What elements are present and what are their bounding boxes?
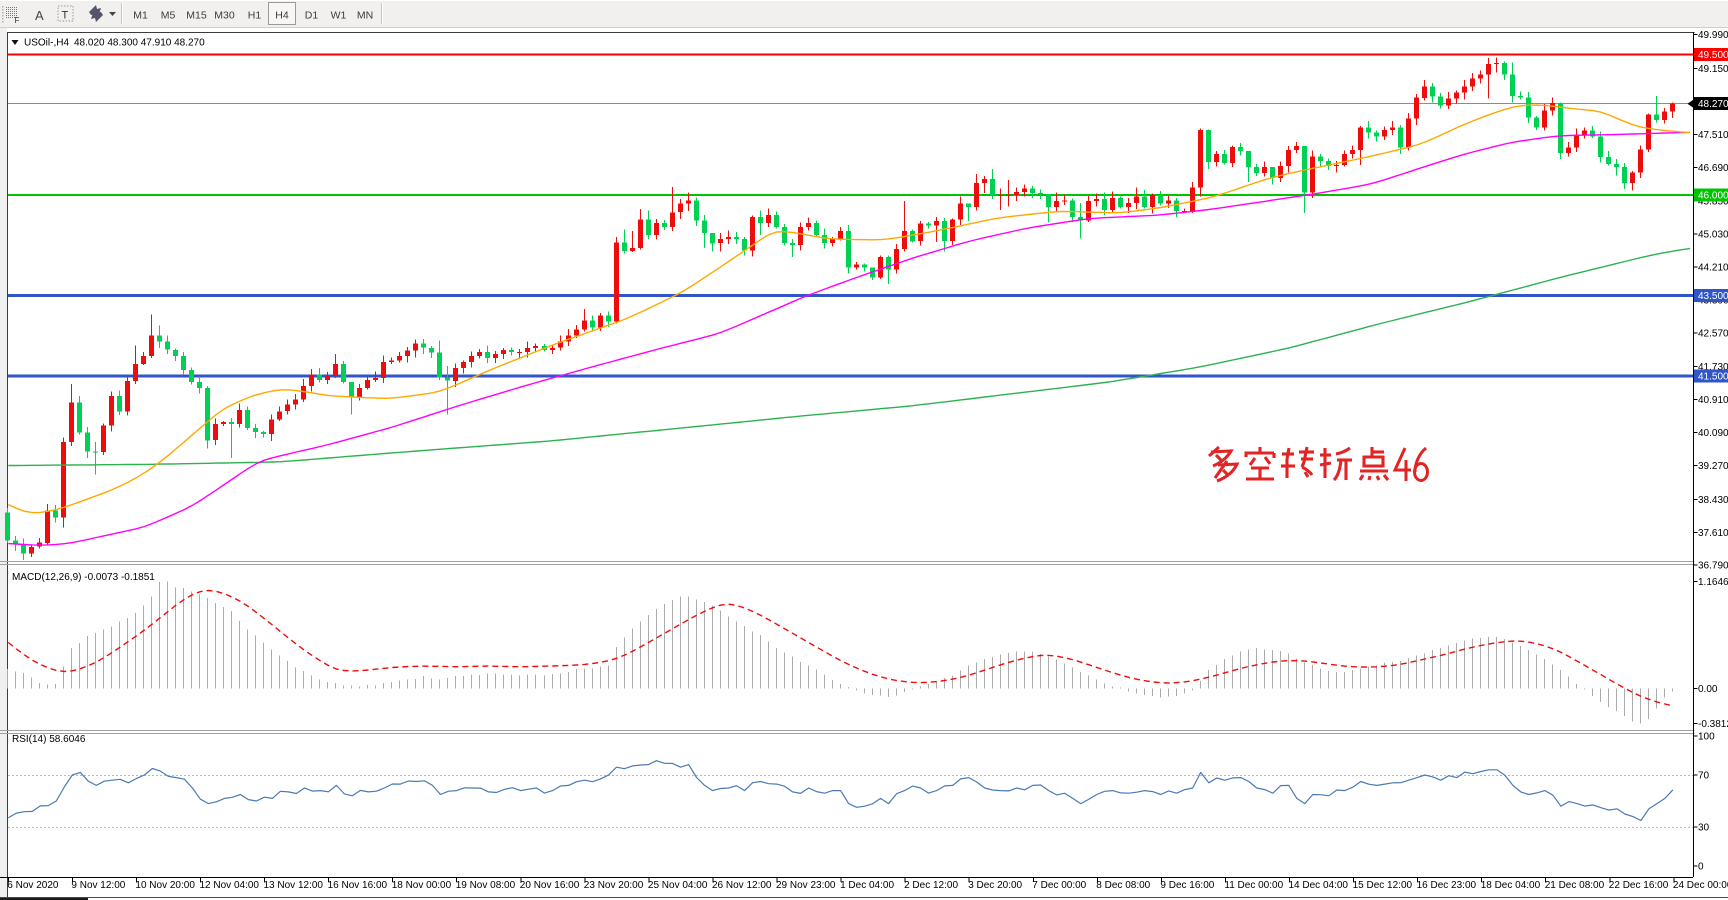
- svg-text:10 Nov 20:00: 10 Nov 20:00: [135, 880, 195, 891]
- svg-text:7 Dec 00:00: 7 Dec 00:00: [1032, 880, 1086, 891]
- svg-text:49.500: 49.500: [1698, 50, 1728, 61]
- svg-text:3 Dec 20:00: 3 Dec 20:00: [968, 880, 1022, 891]
- svg-text:M5: M5: [161, 10, 176, 22]
- svg-text:42.570: 42.570: [1698, 328, 1728, 339]
- svg-text:MACD(12,26,9) -0.0073 -0.1851: MACD(12,26,9) -0.0073 -0.1851: [12, 572, 155, 583]
- svg-text:48.020 48.300 47.910 48.270: 48.020 48.300 47.910 48.270: [74, 38, 205, 49]
- svg-text:21 Dec 08:00: 21 Dec 08:00: [1545, 880, 1605, 891]
- svg-text:49.150: 49.150: [1698, 64, 1728, 75]
- svg-text:0: 0: [1698, 862, 1704, 873]
- svg-text:44.210: 44.210: [1698, 263, 1728, 274]
- svg-text:13 Nov 12:00: 13 Nov 12:00: [264, 880, 324, 891]
- svg-text:22 Dec 16:00: 22 Dec 16:00: [1609, 880, 1669, 891]
- svg-text:2 Dec 12:00: 2 Dec 12:00: [904, 880, 958, 891]
- svg-text:9 Nov 12:00: 9 Nov 12:00: [71, 880, 125, 891]
- svg-text:47.510: 47.510: [1698, 130, 1728, 141]
- svg-text:23 Nov 20:00: 23 Nov 20:00: [584, 880, 644, 891]
- svg-text:M15: M15: [186, 10, 207, 22]
- svg-text:18 Nov 00:00: 18 Nov 00:00: [392, 880, 452, 891]
- svg-text:M1: M1: [133, 10, 148, 22]
- svg-text:19 Nov 08:00: 19 Nov 08:00: [456, 880, 516, 891]
- svg-text:T: T: [62, 10, 69, 22]
- svg-text:14 Dec 04:00: 14 Dec 04:00: [1289, 880, 1349, 891]
- svg-text:USOil-,H4: USOil-,H4: [24, 38, 69, 49]
- svg-text:11 Dec 00:00: 11 Dec 00:00: [1224, 880, 1283, 891]
- svg-text:49.990: 49.990: [1698, 30, 1728, 41]
- svg-text:16 Nov 16:00: 16 Nov 16:00: [328, 880, 388, 891]
- svg-text:MN: MN: [357, 10, 373, 22]
- svg-text:30: 30: [1698, 823, 1710, 834]
- svg-text:43.500: 43.500: [1698, 291, 1728, 302]
- svg-text:45.030: 45.030: [1698, 230, 1728, 241]
- svg-text:38.430: 38.430: [1698, 495, 1728, 506]
- svg-text:15 Dec 12:00: 15 Dec 12:00: [1353, 880, 1413, 891]
- svg-text:8 Dec 08:00: 8 Dec 08:00: [1096, 880, 1150, 891]
- svg-text:-0.3812: -0.3812: [1698, 719, 1728, 730]
- svg-text:29 Nov 23:00: 29 Nov 23:00: [776, 880, 836, 891]
- svg-text:A: A: [35, 8, 44, 23]
- svg-text:45.850: 45.850: [1698, 197, 1728, 208]
- svg-text:16 Dec 23:00: 16 Dec 23:00: [1417, 880, 1477, 891]
- svg-text:18 Dec 04:00: 18 Dec 04:00: [1481, 880, 1541, 891]
- svg-text:39.270: 39.270: [1698, 461, 1728, 472]
- svg-text:12 Nov 04:00: 12 Nov 04:00: [200, 880, 260, 891]
- svg-text:40.910: 40.910: [1698, 395, 1728, 406]
- svg-text:41.500: 41.500: [1698, 371, 1728, 382]
- svg-text:W1: W1: [331, 10, 347, 22]
- svg-text:48.270: 48.270: [1698, 99, 1728, 110]
- svg-text:M30: M30: [214, 10, 235, 22]
- svg-text:H4: H4: [275, 10, 289, 22]
- svg-text:1.1646: 1.1646: [1698, 577, 1728, 588]
- svg-text:37.610: 37.610: [1698, 528, 1728, 539]
- svg-text:9 Dec 16:00: 9 Dec 16:00: [1160, 880, 1214, 891]
- svg-text:0.00: 0.00: [1698, 684, 1718, 695]
- svg-text:1 Dec 04:00: 1 Dec 04:00: [840, 880, 894, 891]
- svg-text:20 Nov 16:00: 20 Nov 16:00: [520, 880, 580, 891]
- svg-text:H1: H1: [248, 10, 262, 22]
- svg-text:41.730: 41.730: [1698, 362, 1728, 373]
- svg-text:40.090: 40.090: [1698, 428, 1728, 439]
- svg-text:36.790: 36.790: [1698, 561, 1728, 572]
- svg-text:26 Nov 12:00: 26 Nov 12:00: [712, 880, 772, 891]
- svg-text:24 Dec 00:00: 24 Dec 00:00: [1673, 880, 1728, 891]
- svg-text:46.000: 46.000: [1698, 191, 1728, 202]
- svg-text:F: F: [15, 16, 20, 25]
- svg-text:100: 100: [1698, 732, 1715, 743]
- svg-text:70: 70: [1698, 771, 1710, 782]
- svg-text:D1: D1: [305, 10, 319, 22]
- svg-text:25 Nov 04:00: 25 Nov 04:00: [648, 880, 708, 891]
- svg-text:RSI(14) 58.6046: RSI(14) 58.6046: [12, 734, 86, 745]
- svg-text:6 Nov 2020: 6 Nov 2020: [7, 880, 59, 891]
- svg-text:46.690: 46.690: [1698, 163, 1728, 174]
